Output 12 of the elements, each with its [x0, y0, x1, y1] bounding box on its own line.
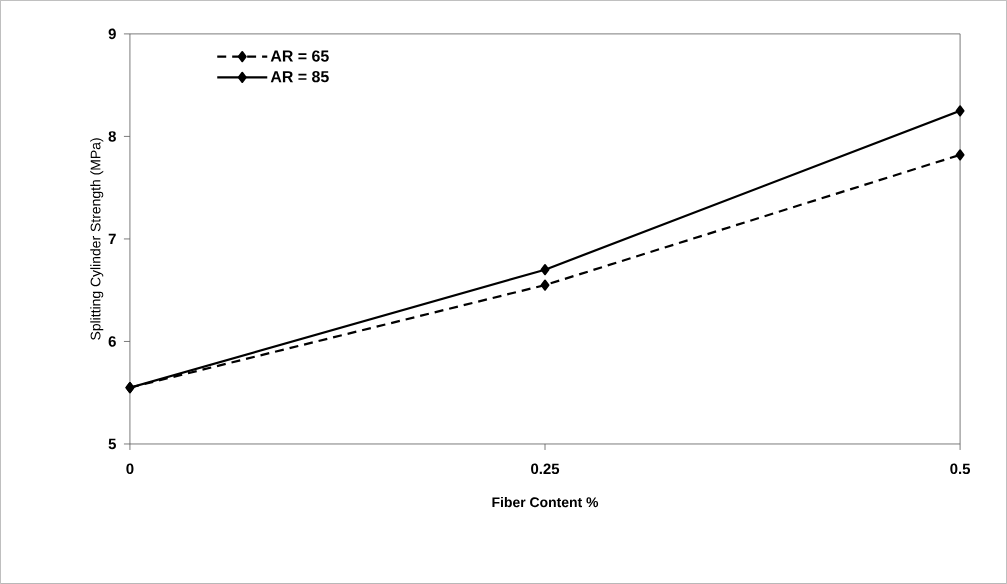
y-tick-label: 5 [108, 438, 116, 450]
legend-label: AR = 65 [270, 50, 329, 62]
y-tick-label: 9 [108, 28, 116, 40]
x-tick-label: 0 [126, 463, 134, 475]
y-tick-label: 8 [108, 131, 116, 142]
x-tick-label: 0.5 [950, 463, 971, 475]
y-tick-label: 7 [108, 233, 116, 245]
x-axis-title: Fiber Content % [492, 496, 599, 508]
x-tick-label: 0.25 [531, 463, 560, 475]
legend-label: AR = 85 [270, 71, 329, 83]
y-tick-label: 6 [108, 336, 116, 347]
y-axis-title: Splitting Cylinder Strength (MPa) [90, 138, 104, 340]
